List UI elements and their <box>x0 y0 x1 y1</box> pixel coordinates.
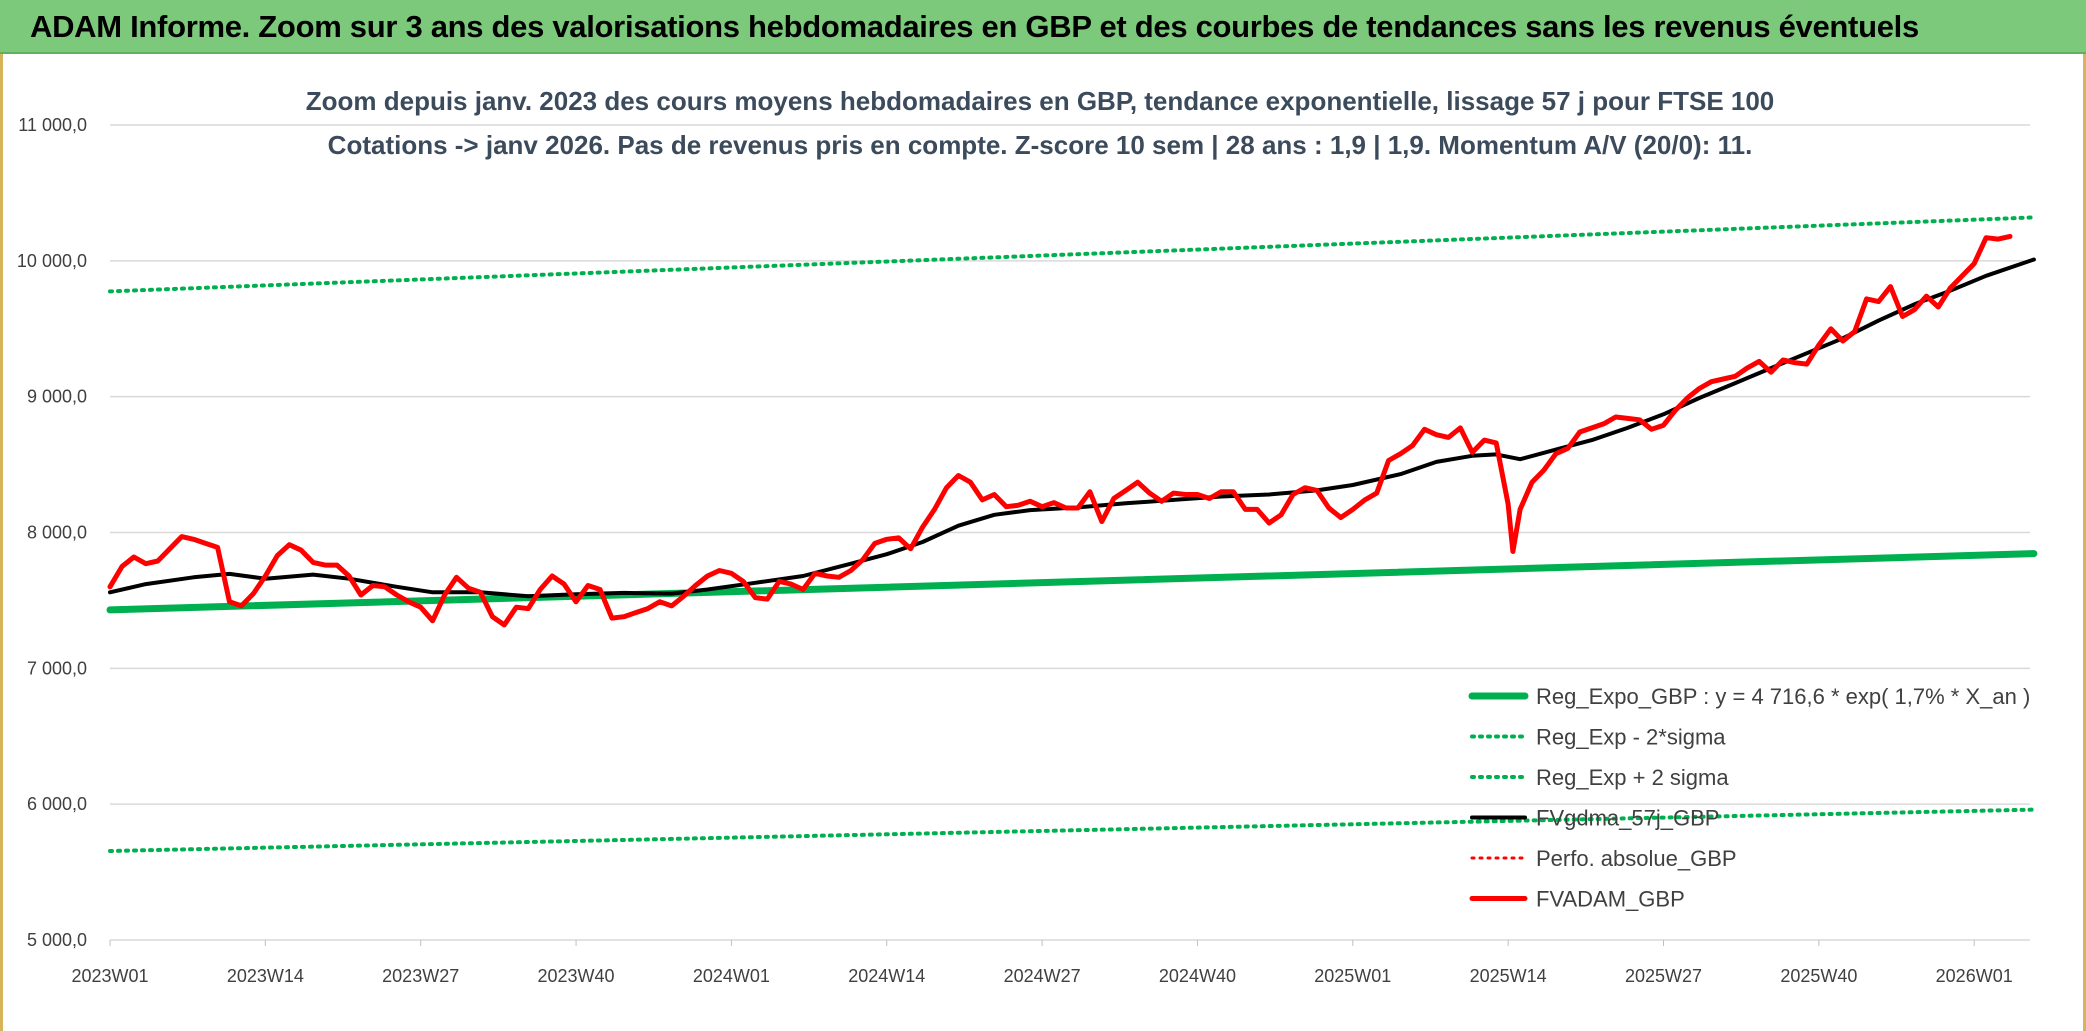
x-tick-label: 2025W14 <box>1470 966 1547 986</box>
chart-subtitle: Zoom depuis janv. 2023 des cours moyens … <box>306 86 1775 160</box>
x-tick-label: 2026W01 <box>1936 966 2013 986</box>
y-tick-label: 9 000,0 <box>27 387 87 407</box>
subtitle-line-2: Cotations -> janv 2026. Pas de revenus p… <box>328 130 1753 160</box>
series-line-1 <box>108 807 2036 853</box>
x-tick-label: 2025W40 <box>1780 966 1857 986</box>
x-axis-ticks: 2023W01 2023W14 2023W27 2023W40 2024W01 2024W… <box>71 940 2013 986</box>
legend-label-5: FVADAM_GBP <box>1536 887 1685 912</box>
x-tick-label: 2023W14 <box>227 966 304 986</box>
subtitle-line-1: Zoom depuis janv. 2023 des cours moyens … <box>306 86 1775 116</box>
series-line-0 <box>106 550 2038 614</box>
y-tick-label: 5 000,0 <box>27 930 87 950</box>
report-banner: ADAM Informe. Zoom sur 3 ans des valoris… <box>0 0 2086 54</box>
y-tick-label: 11 000,0 <box>18 115 87 135</box>
x-tick-label: 2025W27 <box>1625 966 1702 986</box>
legend-label-2: Reg_Exp + 2 sigma <box>1536 765 1729 790</box>
series-line-3 <box>108 257 2036 599</box>
x-tick-label: 2024W27 <box>1004 966 1081 986</box>
legend-label-3: FVgdma_57j_GBP <box>1536 806 1719 831</box>
legend-label-4: Perfo. absolue_GBP <box>1536 846 1737 871</box>
x-tick-label: 2023W27 <box>382 966 459 986</box>
x-tick-label: 2024W01 <box>693 966 770 986</box>
x-tick-label: 2023W01 <box>71 966 148 986</box>
series-line-2 <box>108 215 2036 294</box>
x-tick-label: 2024W14 <box>848 966 925 986</box>
chart-frame <box>0 54 2086 1031</box>
series-lines <box>106 215 2038 853</box>
y-tick-label: 6 000,0 <box>27 794 87 814</box>
y-tick-label: 10 000,0 <box>17 251 87 271</box>
y-tick-label: 7 000,0 <box>27 658 87 678</box>
x-tick-label: 2023W40 <box>538 966 615 986</box>
y-tick-label: 8 000,0 <box>27 523 87 543</box>
series-line-5 <box>107 233 2013 628</box>
legend-label-1: Reg_Exp - 2*sigma <box>1536 725 1726 750</box>
x-tick-label: 2025W01 <box>1314 966 1391 986</box>
legend-label-0: Reg_Expo_GBP : y = 4 716,6 * exp( 1,7% *… <box>1536 684 2030 709</box>
gridlines <box>110 124 2030 941</box>
x-tick-label: 2024W40 <box>1159 966 1236 986</box>
chart-legend: Reg_Expo_GBP : y = 4 716,6 * exp( 1,7% *… <box>1468 684 2030 912</box>
y-axis-ticks: 5 000,0 6 000,0 7 000,0 8 000,0 9 000,0 10 00… <box>17 115 87 950</box>
report-title: ADAM Informe. Zoom sur 3 ans des valoris… <box>30 9 1919 44</box>
